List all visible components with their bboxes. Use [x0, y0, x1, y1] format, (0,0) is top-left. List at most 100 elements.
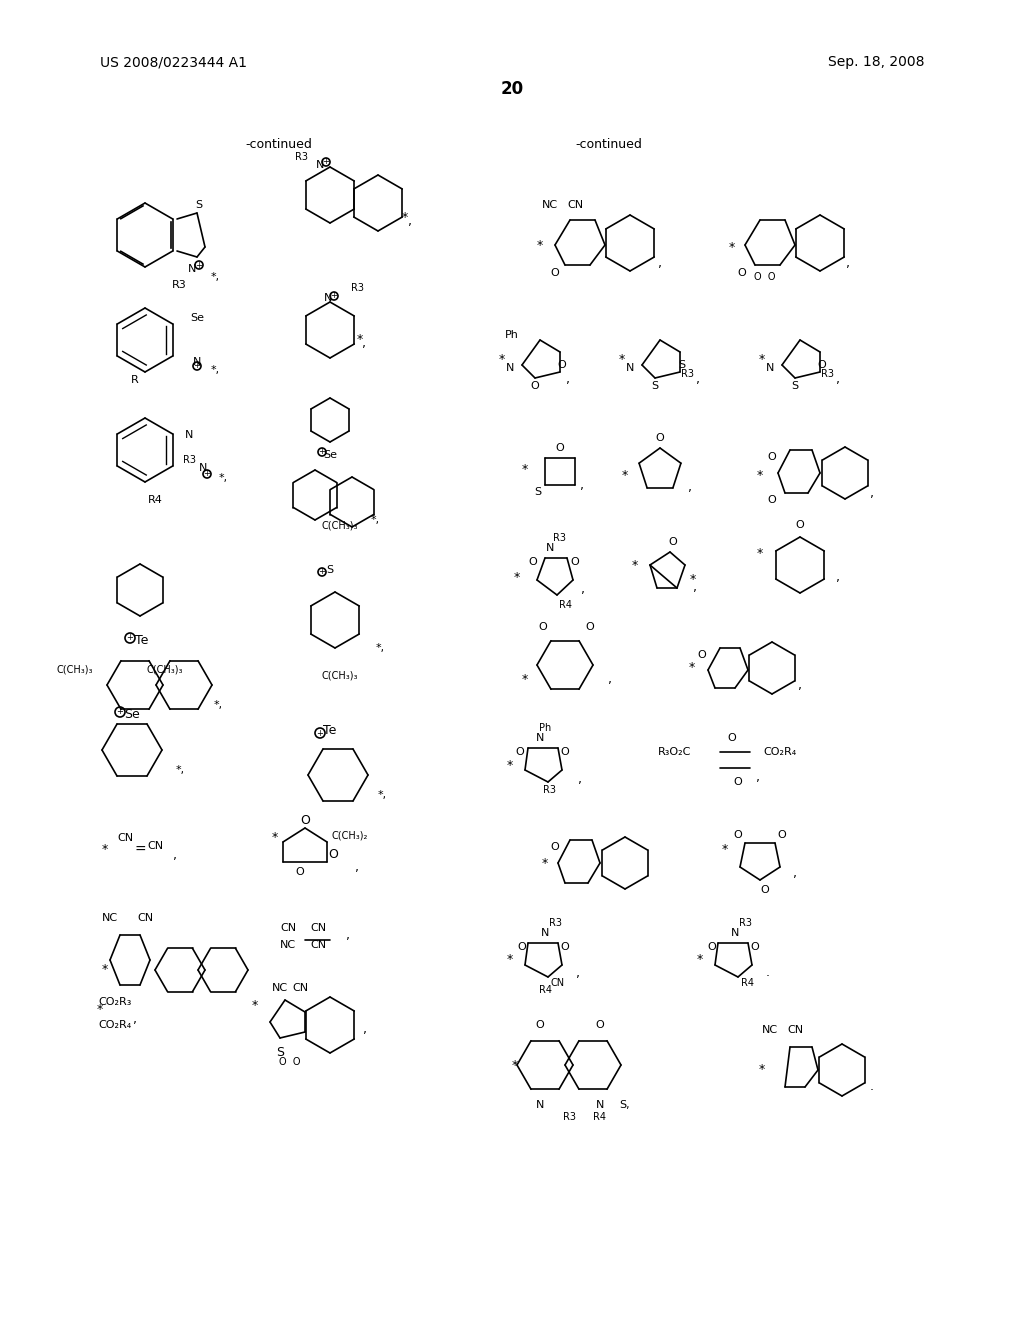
- Text: *: *: [537, 239, 543, 252]
- Text: *: *: [97, 1003, 103, 1016]
- Text: +: +: [194, 362, 201, 371]
- Text: *: *: [512, 1059, 518, 1072]
- Text: +: +: [204, 470, 211, 479]
- Text: *: *: [401, 210, 409, 223]
- Text: O: O: [697, 649, 707, 660]
- Text: R3: R3: [738, 917, 752, 928]
- Text: +: +: [331, 292, 338, 301]
- Text: O: O: [551, 842, 559, 851]
- Text: ,: ,: [578, 774, 582, 787]
- Text: ,: ,: [696, 374, 700, 387]
- Text: O  O: O O: [755, 272, 776, 282]
- Text: O: O: [536, 1020, 545, 1030]
- Text: +: +: [318, 568, 326, 577]
- Text: ,: ,: [362, 338, 366, 351]
- Text: O  O: O O: [280, 1057, 301, 1067]
- Text: *: *: [759, 1064, 765, 1077]
- Text: NC: NC: [762, 1026, 778, 1035]
- Text: S: S: [535, 487, 542, 498]
- Text: R4: R4: [558, 601, 571, 610]
- Text: *: *: [101, 964, 109, 977]
- Text: *: *: [507, 953, 513, 966]
- Text: O: O: [768, 451, 776, 462]
- Text: CN: CN: [137, 913, 153, 923]
- Text: NC: NC: [272, 983, 288, 993]
- Text: O: O: [296, 867, 304, 876]
- Text: N: N: [731, 928, 739, 939]
- Text: Se: Se: [190, 313, 204, 323]
- Text: Ph: Ph: [505, 330, 519, 341]
- Text: O: O: [556, 444, 564, 453]
- Text: R3: R3: [563, 1111, 577, 1122]
- Text: 20: 20: [501, 81, 523, 98]
- Text: R3: R3: [544, 785, 556, 795]
- Text: N: N: [199, 463, 207, 473]
- Text: *,: *,: [376, 643, 385, 653]
- Text: O: O: [768, 495, 776, 506]
- Text: CO₂R₃: CO₂R₃: [98, 997, 132, 1007]
- Text: Se: Se: [323, 450, 337, 459]
- Text: *: *: [522, 463, 528, 477]
- Text: ,: ,: [756, 771, 760, 784]
- Text: O: O: [551, 268, 559, 279]
- Text: S: S: [327, 565, 334, 576]
- Text: O: O: [517, 942, 526, 952]
- Text: *,: *,: [371, 515, 380, 525]
- Text: R3: R3: [682, 370, 694, 379]
- Text: O: O: [530, 381, 540, 391]
- Text: *: *: [357, 334, 364, 346]
- Text: *: *: [499, 354, 505, 367]
- Text: CN: CN: [280, 923, 296, 933]
- Text: *: *: [690, 573, 696, 586]
- Text: R3: R3: [172, 280, 186, 290]
- Text: CN: CN: [310, 923, 326, 933]
- Text: O: O: [796, 520, 805, 531]
- Text: O: O: [655, 433, 665, 444]
- Text: ,: ,: [133, 1014, 137, 1027]
- Text: R₃O₂C: R₃O₂C: [658, 747, 691, 756]
- Text: ,: ,: [580, 479, 584, 491]
- Text: O: O: [516, 747, 524, 756]
- Text: N: N: [541, 928, 549, 939]
- Text: *,: *,: [218, 473, 227, 483]
- Text: *,: *,: [211, 366, 219, 375]
- Text: CN: CN: [551, 978, 565, 987]
- Text: *: *: [729, 240, 735, 253]
- Text: ,: ,: [362, 1023, 367, 1036]
- Text: +: +: [117, 708, 124, 717]
- Text: ,: ,: [355, 862, 359, 874]
- Text: NC: NC: [102, 913, 118, 923]
- Text: R3: R3: [296, 152, 308, 162]
- Text: R4: R4: [594, 1111, 606, 1122]
- Text: O: O: [669, 537, 677, 546]
- Text: -continued: -continued: [245, 139, 312, 152]
- Text: .: .: [766, 966, 770, 979]
- Text: Se: Se: [124, 709, 140, 722]
- Text: N: N: [626, 363, 634, 374]
- Text: *: *: [101, 843, 109, 857]
- Text: O: O: [328, 849, 338, 862]
- Text: US 2008/0223444 A1: US 2008/0223444 A1: [100, 55, 247, 69]
- Text: C(CH₃)₃: C(CH₃)₃: [322, 520, 358, 531]
- Text: CO₂R₄: CO₂R₄: [763, 747, 797, 756]
- Text: O: O: [737, 268, 746, 279]
- Text: CN: CN: [786, 1026, 803, 1035]
- Text: ,: ,: [836, 374, 840, 387]
- Text: R4: R4: [147, 495, 163, 506]
- Text: ,: ,: [870, 487, 874, 499]
- Text: O: O: [560, 747, 569, 756]
- Text: ,: ,: [793, 866, 797, 879]
- Text: R3: R3: [351, 282, 365, 293]
- Text: ,: ,: [846, 256, 850, 269]
- Text: .: .: [870, 1081, 874, 1093]
- Text: *: *: [632, 558, 638, 572]
- Text: ,: ,: [693, 582, 697, 594]
- Text: ,: ,: [608, 672, 612, 685]
- Text: NC: NC: [280, 940, 296, 950]
- Text: CO₂R₄: CO₂R₄: [98, 1020, 132, 1030]
- Text: S: S: [196, 201, 203, 210]
- Text: O: O: [596, 1020, 604, 1030]
- Text: ,: ,: [688, 482, 692, 495]
- Text: R3: R3: [554, 533, 566, 543]
- Text: ,: ,: [566, 374, 570, 387]
